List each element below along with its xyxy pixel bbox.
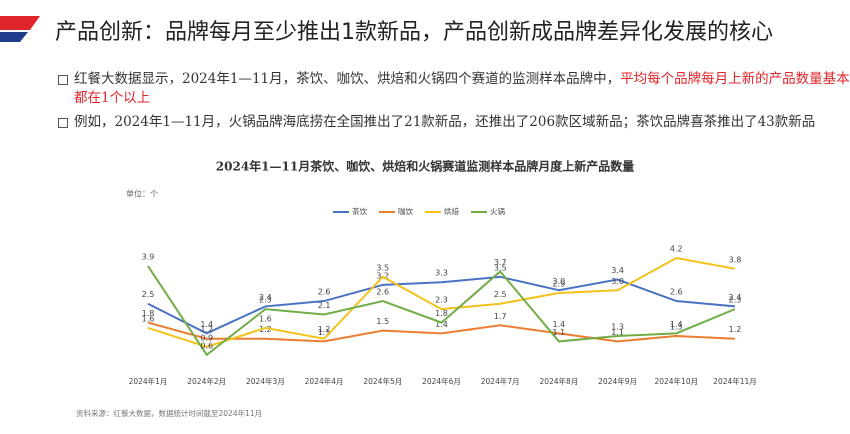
data-label: 3.5: [494, 263, 507, 272]
data-label: 1.7: [494, 312, 507, 321]
data-label: 1.2: [729, 325, 742, 334]
chart-title: 2024年1—11月茶饮、咖饮、烘焙和火锅赛道监测样本品牌月度上新产品数量: [216, 159, 634, 174]
x-tick-label: 2024年11月: [713, 376, 757, 386]
data-label: 2.3: [729, 296, 742, 305]
data-label: 1.2: [259, 325, 272, 334]
unit-label: 单位：个: [126, 189, 158, 199]
data-label: 1.6: [259, 314, 272, 323]
x-tick-label: 2024年3月: [246, 376, 285, 386]
data-label: 2.1: [318, 301, 331, 310]
data-label: 4.2: [670, 245, 683, 254]
x-tick-label: 2024年4月: [305, 376, 344, 386]
bullet: 红餐大数据显示，2024年1—11月，茶饮、咖饮、烘焙和火锅四个赛道的监测样本品…: [58, 70, 850, 108]
header-logo: [0, 16, 40, 42]
data-label: 3.5: [376, 263, 389, 272]
data-label: 1.5: [376, 317, 389, 326]
data-label: 2.3: [259, 296, 272, 305]
data-label: 1.1: [318, 328, 331, 337]
bullet: 例如，2024年1—11月，火锅品牌海底捞在全国推出了21款新品，还推出了206…: [58, 113, 850, 132]
data-label: 1.8: [142, 309, 155, 318]
data-label: 1.4: [553, 320, 566, 329]
data-label: 2.3: [435, 296, 448, 305]
data-label: 2.5: [142, 290, 155, 299]
data-label: 1.3: [611, 323, 624, 332]
legend-label: 茶饮: [352, 206, 367, 216]
legend-label: 咖饮: [398, 206, 413, 216]
data-label: 1.4: [200, 320, 213, 329]
x-tick-label: 2024年1月: [129, 376, 168, 386]
data-label: 2.4: [729, 293, 742, 302]
data-label: 0.9: [200, 333, 213, 342]
data-label: 1.8: [435, 309, 448, 318]
x-tick-label: 2024年9月: [598, 376, 637, 386]
data-label: 2.6: [318, 288, 331, 297]
data-label: 2.9: [553, 279, 566, 288]
data-label: 3.3: [435, 269, 448, 278]
data-label: 3.4: [611, 266, 624, 275]
data-label: 0.6: [200, 341, 213, 350]
series-line: [147, 275, 736, 335]
series-line: [147, 321, 736, 343]
x-tick-label: 2024年5月: [363, 376, 402, 386]
data-label: 2.4: [259, 293, 272, 302]
data-label: 3.0: [553, 277, 566, 286]
data-label: 1.2: [318, 325, 331, 334]
bullet-text: 例如，2024年1—11月，火锅品牌海底捞在全国推出了21款新品，还推出了206…: [74, 114, 816, 130]
legend-label: 火锅: [490, 206, 505, 216]
series-line: [147, 265, 736, 357]
series-line: [147, 256, 736, 348]
bullet-text: 红餐大数据显示，2024年1—11月，茶饮、咖饮、烘焙和火锅四个赛道的监测样本品…: [74, 71, 621, 87]
data-label: 1.3: [670, 323, 683, 332]
data-label: 3.9: [142, 253, 155, 262]
data-label: 2.6: [670, 288, 683, 297]
data-label: 1.2: [200, 325, 213, 334]
data-label: 1.1: [553, 328, 566, 337]
data-label: 1.1: [611, 328, 624, 337]
x-tick-label: 2024年8月: [539, 376, 578, 386]
slide-title: 产品创新：品牌每月至少推出1款新品，产品创新成品牌差异化发展的核心: [55, 20, 773, 45]
data-label: 1.4: [435, 320, 448, 329]
data-label: 2.6: [376, 288, 389, 297]
legend-label: 烘焙: [444, 206, 459, 216]
x-tick-label: 2024年6月: [422, 376, 461, 386]
data-label: 1.4: [670, 320, 683, 329]
data-label: 3.0: [611, 277, 624, 286]
data-label: 1.6: [142, 314, 155, 323]
source-note: 资料来源：红餐大数据，数据统计时间截至2024年11月: [76, 408, 262, 418]
x-tick-label: 2024年2月: [187, 376, 226, 386]
data-label: 3.7: [494, 258, 507, 267]
bullet-highlight: 平均每个品牌每月上新的产品数量基本都在1个以上: [74, 71, 850, 106]
x-tick-label: 2024年7月: [481, 376, 520, 386]
data-label: 3.8: [729, 255, 742, 264]
data-label: 2.5: [494, 290, 507, 299]
x-tick-label: 2024年10月: [654, 376, 698, 386]
